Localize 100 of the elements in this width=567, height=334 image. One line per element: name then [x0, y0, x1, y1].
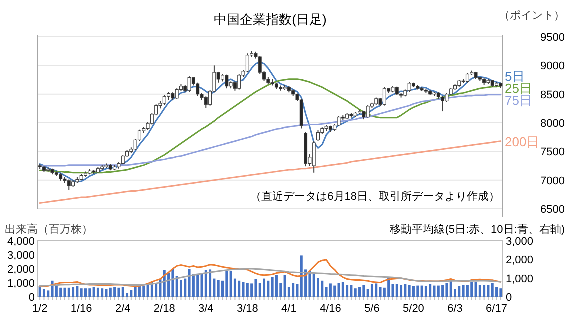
- bar: [88, 288, 92, 297]
- bar: [109, 288, 112, 297]
- bar: [284, 275, 286, 297]
- bar: [300, 256, 303, 297]
- x-tick-label: 3/18: [236, 303, 258, 315]
- bar: [242, 282, 245, 297]
- bar: [267, 280, 270, 297]
- bar: [138, 286, 141, 297]
- bar: [420, 286, 424, 297]
- y2-tick-label: 2,000: [506, 254, 534, 267]
- bar: [412, 286, 415, 297]
- candlestick: [67, 179, 71, 191]
- bar: [404, 284, 407, 297]
- series-label: 200日: [505, 134, 540, 150]
- bar: [275, 275, 278, 297]
- y-tick-label: 9500: [540, 32, 565, 44]
- candlestick: [337, 116, 341, 127]
- bar: [500, 288, 502, 297]
- x-tick-label: 5/20: [403, 303, 424, 315]
- bar: [317, 278, 320, 297]
- y-tick-label: 8500: [540, 89, 565, 102]
- bar: [47, 290, 50, 297]
- candlestick: [441, 96, 445, 112]
- bar: [338, 283, 340, 297]
- bar: [254, 280, 258, 297]
- bar: [134, 287, 137, 297]
- bar: [188, 269, 191, 297]
- bar: [296, 284, 299, 297]
- candlestick: [175, 88, 179, 100]
- bar: [217, 280, 220, 297]
- bar: [176, 276, 178, 297]
- line-series: [39, 78, 502, 174]
- x-tick-label: 5/6: [364, 303, 380, 315]
- bar: [230, 271, 232, 297]
- bar: [487, 285, 490, 297]
- bar: [370, 284, 374, 297]
- bar: [358, 287, 362, 297]
- bar: [226, 271, 228, 297]
- candlestick: [238, 74, 242, 90]
- y2-tick-label: 0: [506, 292, 512, 304]
- bar: [238, 280, 241, 297]
- bar: [209, 270, 212, 297]
- bar: [196, 274, 200, 297]
- x-tick-label: 1/2: [32, 303, 48, 315]
- y-tick-label: 9000: [540, 60, 565, 73]
- bar: [496, 287, 498, 297]
- bar: [478, 285, 482, 297]
- x-tick-label: 2/18: [154, 303, 176, 315]
- bar: [491, 283, 494, 297]
- line-series: [39, 268, 502, 287]
- bar: [130, 290, 133, 297]
- bar: [446, 283, 448, 297]
- bar: [362, 285, 366, 297]
- y-tick-label: 4,000: [7, 236, 35, 248]
- candlestick: [225, 74, 229, 90]
- bar: [263, 278, 266, 297]
- bar: [250, 284, 254, 297]
- y2-tick-label: 3,000: [506, 236, 534, 248]
- bar: [437, 286, 440, 297]
- bar: [474, 282, 478, 297]
- bar: [329, 284, 332, 297]
- bar: [379, 287, 382, 297]
- y-tick-label: 1,000: [7, 278, 35, 290]
- y-tick-label: 0: [28, 292, 35, 304]
- candlestick: [312, 140, 316, 174]
- bar: [334, 286, 336, 297]
- bar: [350, 285, 353, 297]
- bar: [470, 282, 474, 297]
- candlestick: [366, 104, 370, 118]
- bar: [101, 288, 104, 297]
- bar: [122, 287, 124, 297]
- candlestick: [408, 82, 412, 93]
- y-tick-label: 7500: [540, 146, 565, 159]
- bar: [321, 280, 324, 297]
- bar: [408, 285, 411, 297]
- bar: [424, 286, 428, 297]
- x-tick-label: 4/16: [320, 303, 342, 315]
- candlestick: [466, 72, 470, 84]
- chart-title: 中国企業指数(日足): [214, 12, 327, 27]
- bar: [84, 288, 87, 297]
- bar: [76, 286, 79, 297]
- bar: [60, 288, 62, 297]
- y-tick-label: 3,000: [7, 250, 35, 262]
- candlestick: [188, 76, 192, 93]
- x-tick-label: 6/3: [448, 303, 463, 315]
- y-axis-title: 出来高（百万株）: [5, 223, 93, 236]
- x-tick-label: 2/4: [115, 303, 131, 315]
- bar: [308, 271, 312, 297]
- candlestick: [121, 154, 125, 165]
- candlestick: [382, 86, 386, 106]
- text: 移動平均線(5日:赤、10日:青、右軸): [390, 223, 565, 236]
- bar: [114, 287, 116, 297]
- bar: [168, 273, 170, 297]
- candlestick: [316, 130, 320, 142]
- bar: [483, 285, 486, 297]
- y-tick-label: 7000: [540, 175, 565, 188]
- bar: [292, 283, 295, 297]
- bar: [204, 270, 208, 297]
- bar: [72, 287, 75, 297]
- bar: [466, 285, 469, 297]
